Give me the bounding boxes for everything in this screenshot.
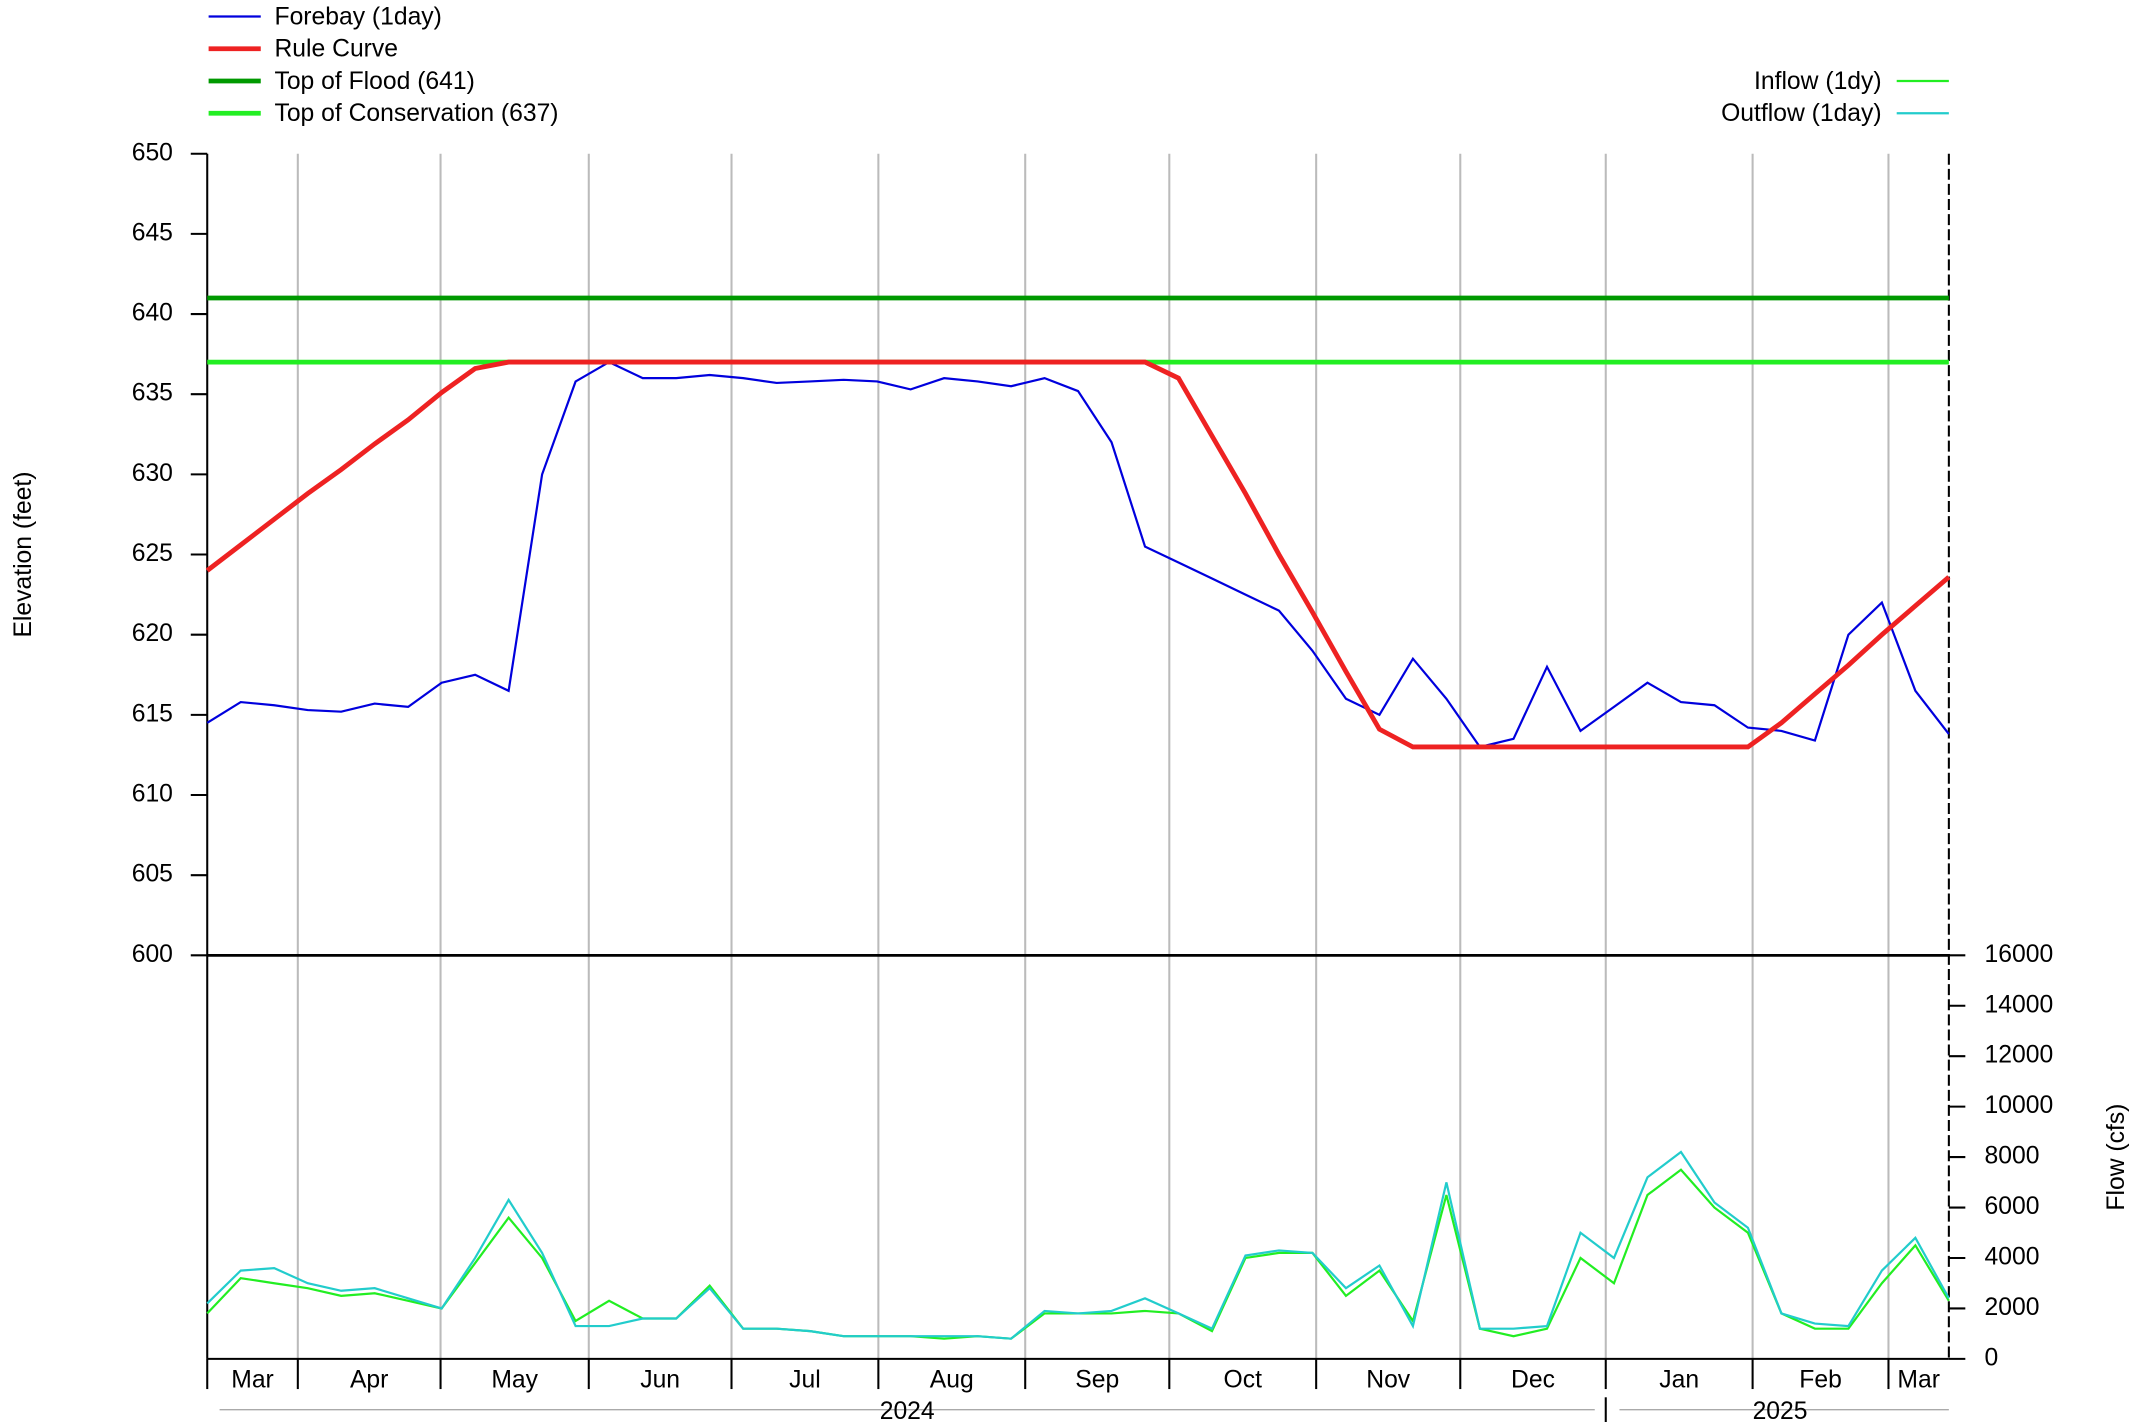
y-tick-label: 650	[132, 139, 173, 166]
legend-label: Forebay (1day)	[274, 3, 441, 30]
x-tick-label: May	[491, 1366, 538, 1393]
y-tick-label: 630	[132, 460, 173, 487]
y2-tick-label: 10000	[1985, 1092, 2054, 1119]
legend-label: Top of Flood (641)	[274, 68, 474, 95]
y-tick-label: 615	[132, 700, 173, 727]
x-tick-label: Jun	[640, 1366, 680, 1393]
y2-tick-label: 6000	[1985, 1193, 2040, 1220]
x-tick-label: Mar	[231, 1366, 274, 1393]
y-tick-label: 610	[132, 781, 173, 808]
x-tick-label: Dec	[1511, 1366, 1555, 1393]
y2-tick-label: 0	[1985, 1344, 1999, 1371]
y2-tick-label: 14000	[1985, 991, 2054, 1018]
x-tick-label: Sep	[1075, 1366, 1119, 1393]
y2-tick-label: 12000	[1985, 1042, 2054, 1069]
y2-axis-label: Flow (cfs)	[2103, 1104, 2130, 1211]
y2-tick-label: 4000	[1985, 1244, 2040, 1271]
y-tick-label: 605	[132, 861, 173, 888]
x-tick-label: Jul	[789, 1366, 821, 1393]
y-tick-label: 600	[132, 941, 173, 968]
x-tick-label: Apr	[350, 1366, 388, 1393]
y-tick-label: 625	[132, 540, 173, 567]
legend-label: Rule Curve	[274, 36, 397, 63]
y-axis-label: Elevation (feet)	[10, 471, 37, 637]
year-label: 2024	[880, 1398, 935, 1422]
x-tick-label: Jan	[1659, 1366, 1699, 1393]
y2-tick-label: 2000	[1985, 1294, 2040, 1321]
y2-tick-label: 8000	[1985, 1143, 2040, 1170]
legend-label: Top of Conservation (637)	[274, 100, 558, 127]
x-tick-label: Feb	[1799, 1366, 1842, 1393]
x-tick-label: Mar	[1897, 1366, 1940, 1393]
series-line	[206, 360, 1950, 749]
y-tick-label: 640	[132, 300, 173, 327]
series-line	[205, 359, 1951, 750]
x-tick-label: Nov	[1366, 1366, 1411, 1393]
x-tick-label: Oct	[1224, 1366, 1263, 1393]
y-tick-label: 645	[132, 219, 173, 246]
y-tick-label: 620	[132, 620, 173, 647]
x-tick-label: Aug	[930, 1366, 974, 1393]
y2-tick-label: 16000	[1985, 941, 2054, 968]
legend-label: Inflow (1dy)	[1754, 68, 1882, 95]
year-label: 2025	[1753, 1398, 1808, 1422]
series-line	[206, 1150, 1950, 1340]
y-tick-label: 635	[132, 380, 173, 407]
legend-label: Outflow (1day)	[1721, 100, 1882, 127]
